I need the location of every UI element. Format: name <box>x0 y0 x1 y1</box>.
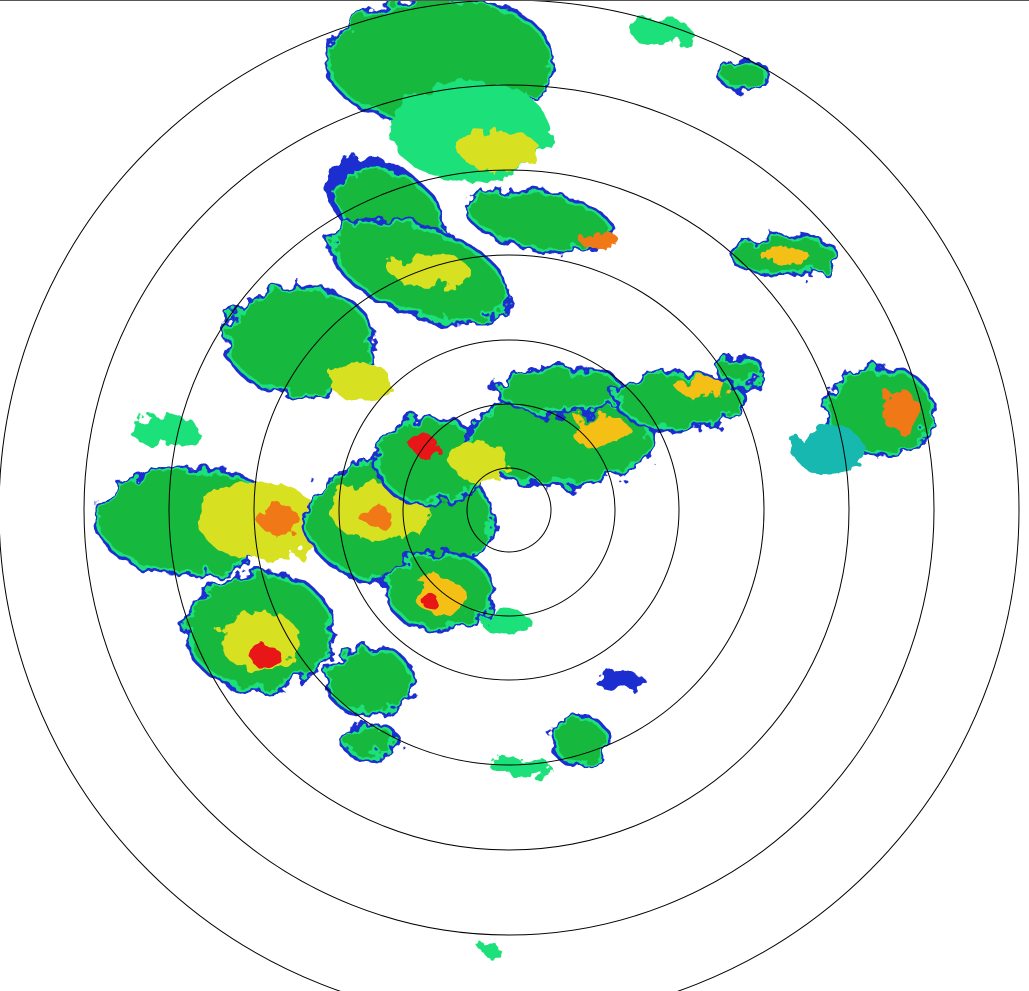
echo-cell <box>330 651 410 711</box>
echo-cell <box>470 193 610 249</box>
range-ring <box>253 254 765 766</box>
echo-cell <box>460 131 540 171</box>
echo-cell <box>630 17 690 45</box>
echo-cell <box>595 671 645 691</box>
echo-cell <box>490 756 550 776</box>
echo-cell <box>570 416 630 446</box>
echo-cell <box>580 233 620 249</box>
echo-cell <box>345 729 395 753</box>
echo-cell <box>795 426 865 476</box>
echo-cell <box>882 389 918 433</box>
range-ring <box>83 84 935 936</box>
echo-cell <box>422 593 438 609</box>
echo-cell <box>500 371 620 411</box>
echo-cell <box>330 361 390 401</box>
echo-cell <box>480 944 500 954</box>
echo-cell <box>260 506 300 536</box>
echo-cell <box>720 361 760 381</box>
echo-cell <box>675 376 725 396</box>
range-ring <box>168 169 850 851</box>
echo-cell <box>450 441 510 481</box>
echo-cell <box>480 609 530 633</box>
echo-cell <box>415 578 465 614</box>
range-ring <box>402 403 616 617</box>
range-ring <box>466 467 552 553</box>
echo-cell <box>380 421 480 501</box>
echo-cell <box>390 256 470 286</box>
echo-cell <box>130 416 200 446</box>
echo-cell <box>230 291 370 391</box>
echo-cell <box>360 504 390 528</box>
echo-cell <box>725 64 765 88</box>
precipitation-echoes <box>94 1 936 954</box>
echo-cell <box>250 644 280 668</box>
range-ring <box>338 339 680 681</box>
echo-cell <box>760 248 810 264</box>
